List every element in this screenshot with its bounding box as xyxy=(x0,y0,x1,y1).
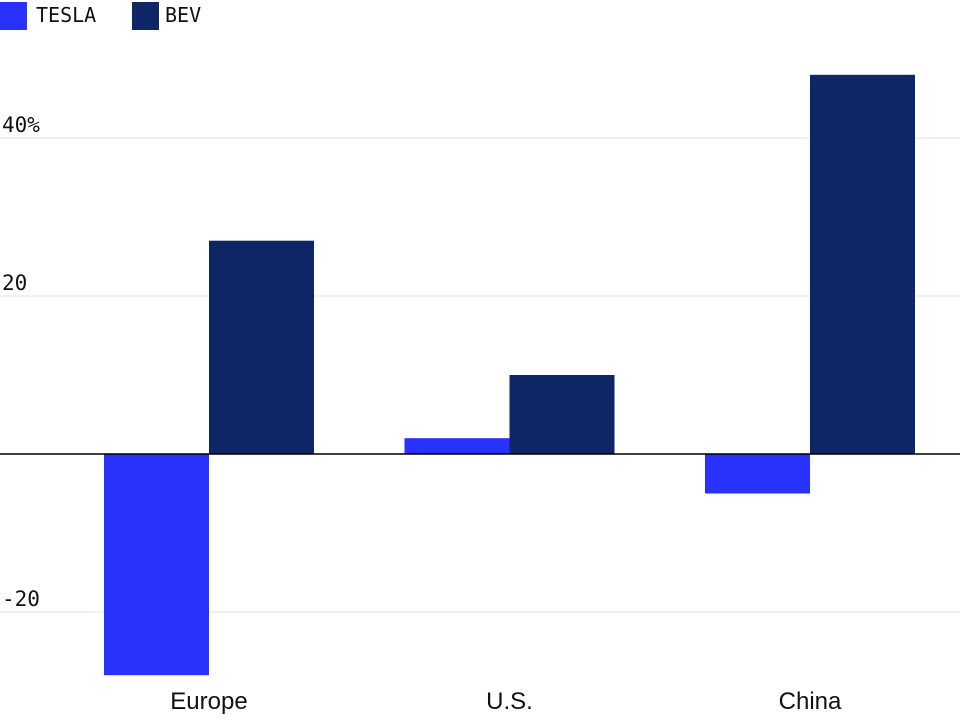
x-label-china: China xyxy=(779,688,842,715)
y-tick-label-40: 40% xyxy=(2,113,40,137)
bars xyxy=(104,74,915,676)
legend-label-tesla: TESLA xyxy=(36,3,96,27)
legend: TESLA BEV xyxy=(0,2,201,30)
x-label-europe: Europe xyxy=(170,688,247,715)
bar-bev-europe xyxy=(209,240,314,454)
bar-bev-china xyxy=(810,74,915,455)
y-tick-label-20: -20 xyxy=(2,587,40,611)
bar-tesla-u-s xyxy=(404,438,510,454)
bar-tesla-europe xyxy=(104,454,209,676)
legend-swatch-tesla xyxy=(0,2,27,30)
legend-swatch-bev xyxy=(132,2,159,30)
bar-bev-u-s xyxy=(509,375,615,454)
legend-label-bev: BEV xyxy=(165,3,201,27)
x-axis-labels: Europe U.S. China xyxy=(170,688,842,715)
x-label-u-s: U.S. xyxy=(486,688,533,715)
y-tick-label-20: 20 xyxy=(2,271,27,295)
bar-tesla-china xyxy=(705,454,810,494)
y-axis-ticks: 40% 20 -20 xyxy=(2,113,40,611)
